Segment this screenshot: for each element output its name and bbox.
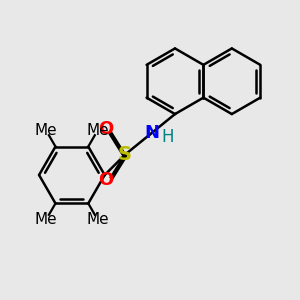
Text: O: O — [99, 171, 114, 189]
Text: Me: Me — [86, 123, 109, 138]
Text: O: O — [99, 120, 114, 138]
Text: H: H — [161, 128, 173, 146]
Text: N: N — [144, 124, 159, 142]
Text: S: S — [118, 145, 132, 164]
Text: Me: Me — [86, 212, 109, 227]
Text: Me: Me — [35, 212, 57, 227]
Text: Me: Me — [35, 123, 57, 138]
